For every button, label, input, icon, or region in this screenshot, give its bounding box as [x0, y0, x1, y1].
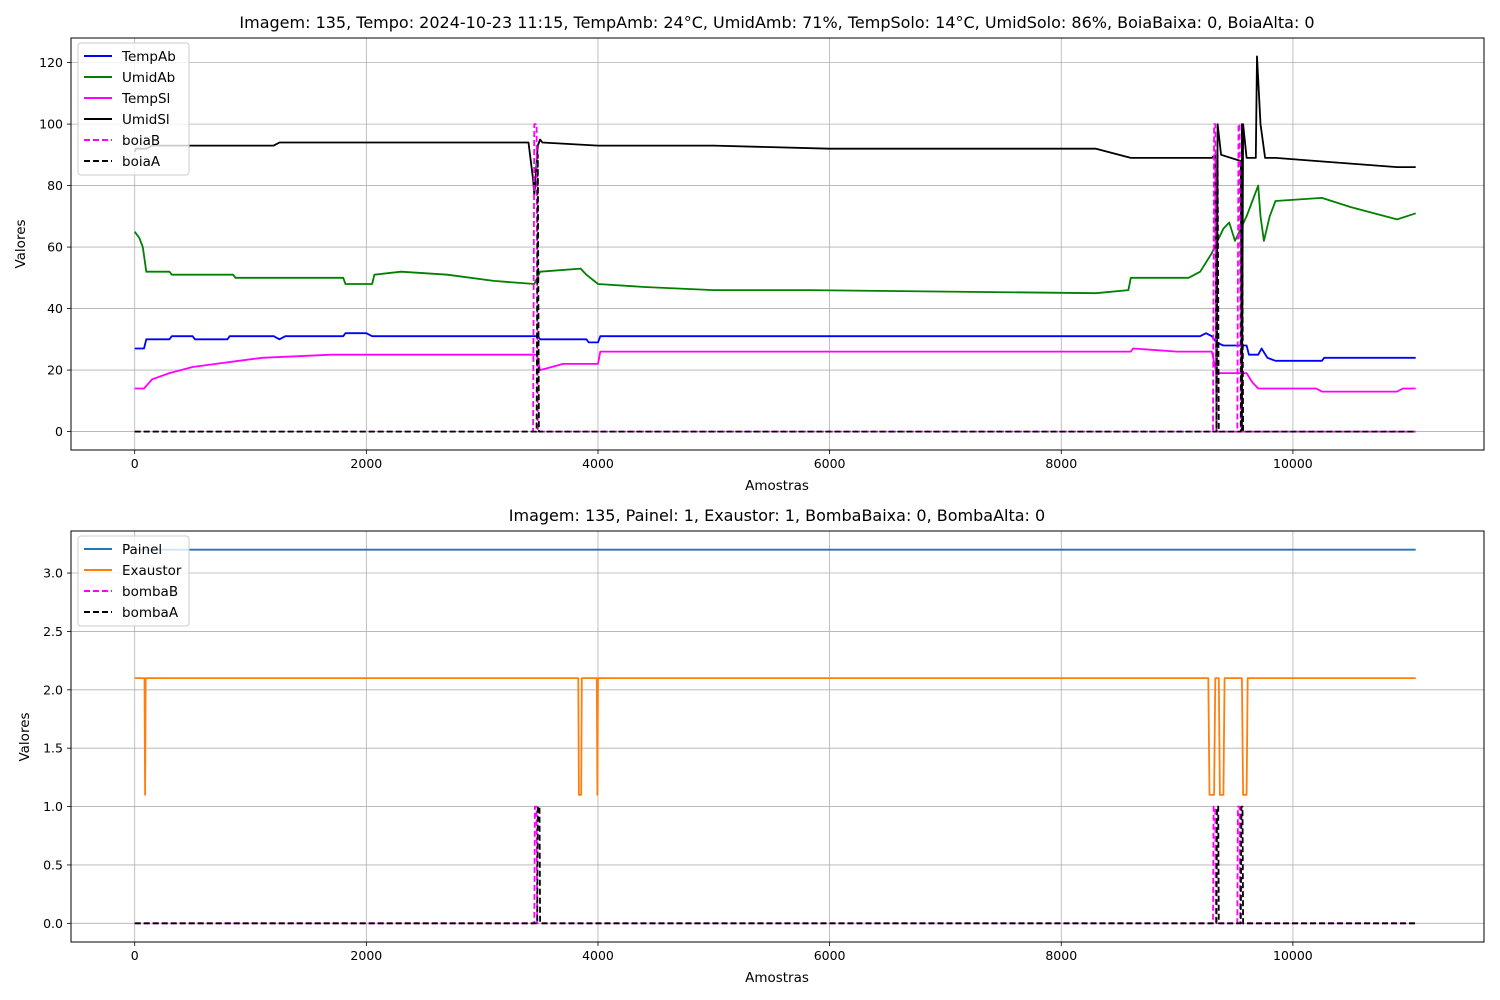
y-tick-label: 1.5	[43, 741, 63, 756]
legend-label: TempAb	[121, 49, 176, 65]
x-tick-label: 4000	[582, 456, 614, 471]
series-line-boiab	[134, 123, 1416, 433]
x-tick-label: 2000	[350, 456, 382, 471]
plot-frame	[70, 530, 1485, 943]
legend: Painel Exaustor bombaB bombaA	[77, 535, 190, 627]
series-layer	[134, 548, 1416, 925]
y-tick-label: 20	[47, 363, 63, 378]
series-layer	[133, 55, 1416, 433]
legend-label: UmidSl	[122, 112, 170, 128]
y-tick-label: 3.0	[43, 566, 63, 581]
series-line-bombaa	[134, 805, 1416, 925]
y-axis-label: Valores	[17, 712, 33, 761]
legend-label: boiaB	[122, 133, 160, 149]
chart-title: Imagem: 135, Tempo: 2024-10-23 11:15, Te…	[239, 13, 1314, 32]
series-line-umidab	[133, 184, 1416, 295]
legend-label: bombaB	[122, 584, 178, 600]
x-tick-label: 10000	[1273, 948, 1313, 963]
x-tick-label: 6000	[814, 456, 846, 471]
y-tick-label: 100	[39, 117, 63, 132]
legend-label: Painel	[122, 542, 162, 558]
x-axis-label: Amostras	[745, 970, 809, 986]
x-tick-label: 10000	[1273, 456, 1313, 471]
chart-top: Imagem: 135, Tempo: 2024-10-23 11:15, Te…	[13, 13, 1485, 494]
y-tick-label: 0.5	[43, 857, 63, 872]
x-tick-label: 0	[131, 948, 139, 963]
y-tick-label: 120	[39, 55, 63, 70]
series-line-exaustor	[134, 677, 1416, 796]
x-tick-label: 2000	[350, 948, 382, 963]
legend: TempAb UmidAb TempSl UmidSl boiaB boiaA	[77, 42, 190, 176]
y-axis-label: Valores	[13, 219, 29, 268]
series-line-tempsl	[134, 347, 1416, 393]
series-line-umidsl	[133, 55, 1416, 433]
y-tick-label: 80	[47, 178, 63, 193]
x-tick-label: 8000	[1045, 456, 1077, 471]
series-line-boiaa	[134, 123, 1416, 433]
y-ticks: 0 20 40 60 80 100 120	[39, 55, 71, 439]
y-tick-label: 60	[47, 240, 63, 255]
x-tick-label: 4000	[582, 948, 614, 963]
legend-box	[77, 535, 190, 627]
legend-label: TempSl	[121, 91, 170, 107]
chart-bottom: Imagem: 135, Painel: 1, Exaustor: 1, Bom…	[17, 506, 1485, 986]
series-line-bombab	[134, 805, 1416, 925]
x-ticks: 0 2000 4000 6000 8000 10000	[131, 450, 1313, 471]
chart-title: Imagem: 135, Painel: 1, Exaustor: 1, Bom…	[509, 506, 1045, 525]
x-tick-label: 0	[131, 456, 139, 471]
y-tick-label: 2.5	[43, 624, 63, 639]
legend-label: bombaA	[122, 605, 179, 621]
legend-label: Exaustor	[122, 563, 182, 579]
y-tick-label: 1.0	[43, 799, 63, 814]
y-tick-label: 2.0	[43, 682, 63, 697]
x-tick-label: 8000	[1045, 948, 1077, 963]
grid	[71, 531, 1484, 942]
x-axis-label: Amostras	[745, 478, 809, 494]
y-tick-label: 0	[55, 424, 63, 439]
plot-frame	[70, 37, 1485, 451]
x-tick-label: 6000	[814, 948, 846, 963]
series-line-tempab	[134, 332, 1416, 362]
x-ticks: 0 2000 4000 6000 8000 10000	[131, 942, 1313, 963]
y-tick-label: 40	[47, 301, 63, 316]
legend-label: UmidAb	[122, 70, 175, 86]
legend-label: boiaA	[122, 154, 161, 170]
y-tick-label: 0.0	[43, 916, 63, 931]
y-ticks: 0.0 0.5 1.0 1.5 2.0 2.5 3.0	[43, 566, 71, 931]
